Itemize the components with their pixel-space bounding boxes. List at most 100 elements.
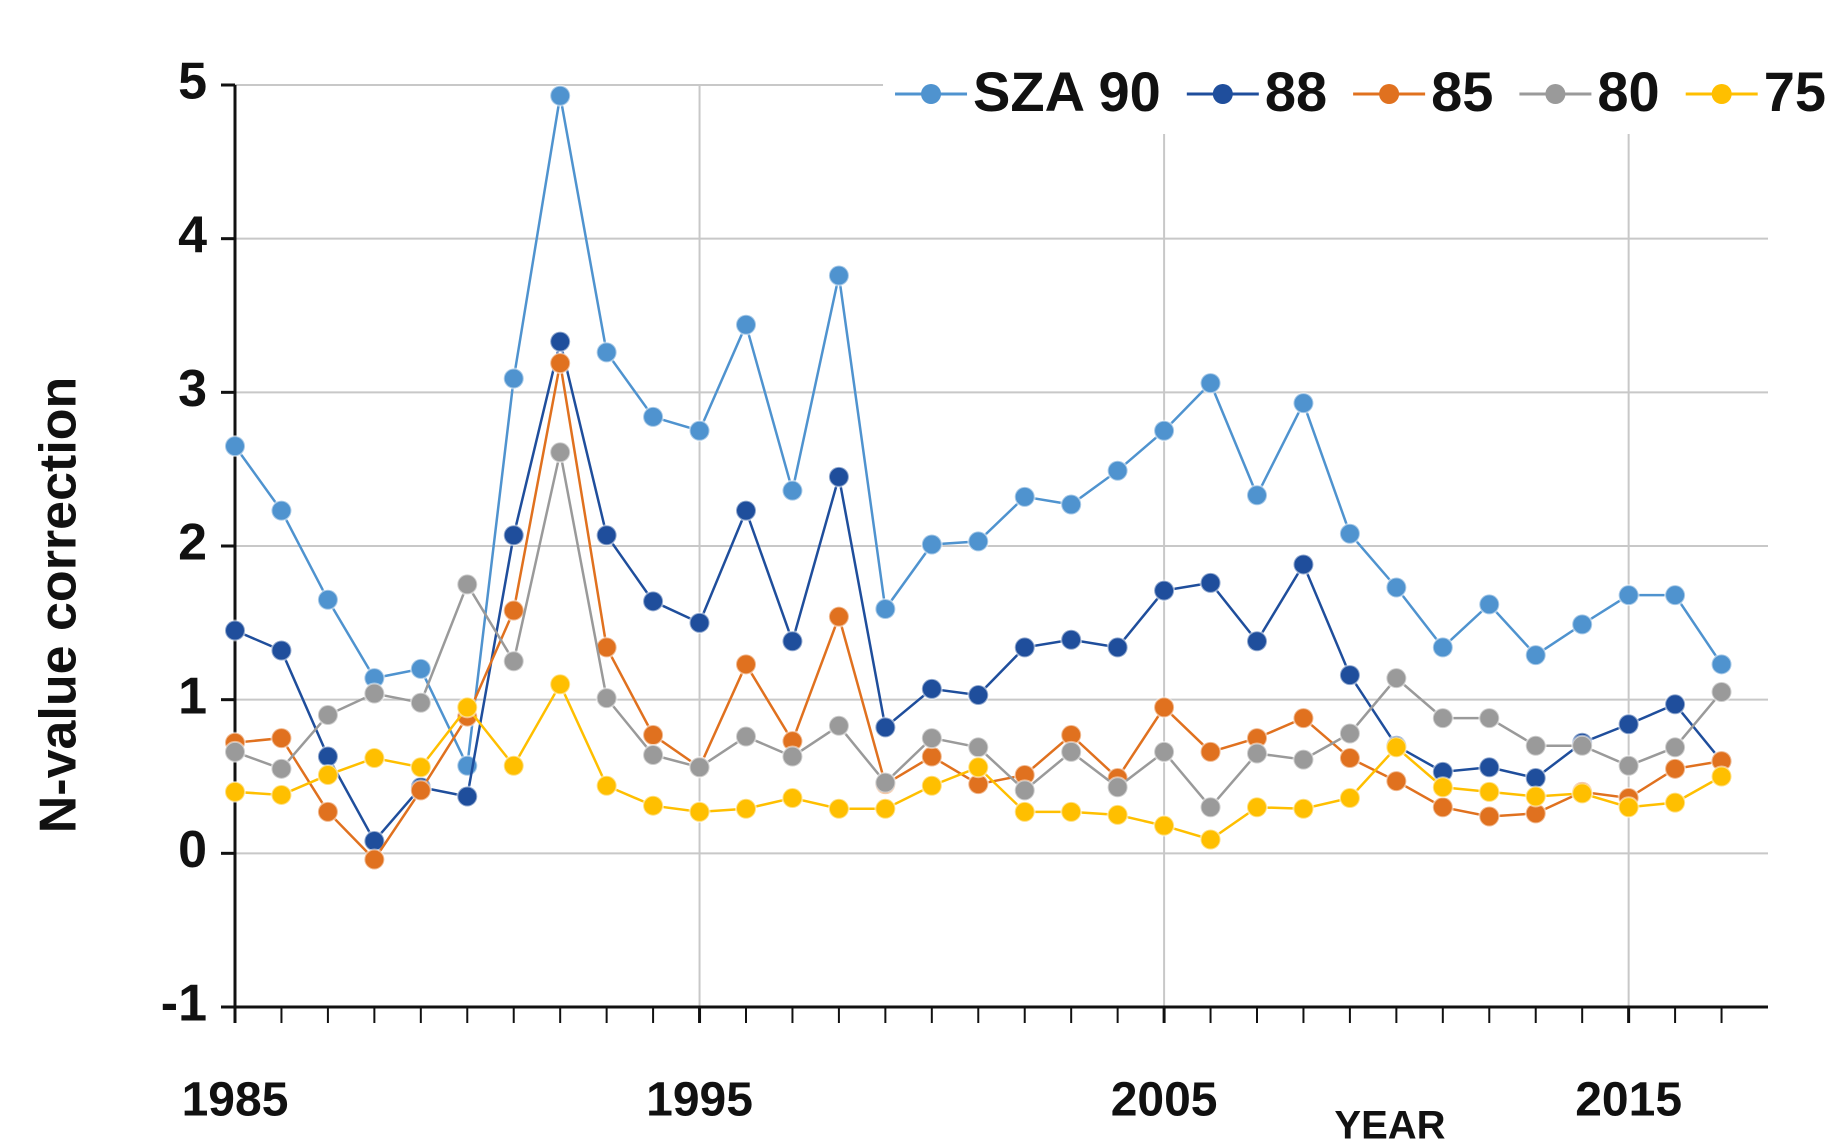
data-point: [688, 800, 711, 823]
data-point: [967, 530, 990, 553]
data-point: [1106, 636, 1129, 659]
data-point: [642, 590, 665, 613]
data-point: [1478, 707, 1501, 730]
data-point: [1524, 644, 1547, 667]
data-point: [1710, 680, 1733, 703]
data-point: [1106, 803, 1129, 826]
data-point: [549, 330, 572, 353]
data-point: [1385, 667, 1408, 690]
data-point: [642, 743, 665, 766]
data-point: [1246, 742, 1268, 765]
data-point: [1617, 754, 1640, 777]
data-point: [409, 657, 432, 680]
data-point: [1153, 419, 1176, 442]
data-point: [1664, 736, 1687, 759]
y-tick-label: -1: [161, 975, 207, 1033]
data-point: [1060, 628, 1083, 651]
legend-label: SZA 90: [973, 60, 1161, 123]
data-point: [316, 745, 339, 768]
data-point: [827, 264, 850, 287]
data-point: [920, 774, 943, 797]
data-point: [549, 673, 572, 696]
data-point: [1013, 800, 1036, 823]
data-point: [1431, 796, 1454, 819]
data-point: [1060, 800, 1083, 823]
data-point: [1617, 796, 1640, 819]
data-point: [1199, 571, 1222, 594]
data-point: [1199, 740, 1222, 763]
data-point: [363, 747, 386, 770]
data-point: [224, 740, 246, 763]
data-point: [456, 573, 479, 596]
data-point: [735, 313, 757, 336]
data-point: [595, 774, 618, 797]
data-point: [595, 687, 618, 710]
data-point: [874, 598, 897, 621]
y-tick-label: 5: [178, 53, 207, 111]
data-point: [735, 653, 757, 676]
data-point: [688, 756, 711, 779]
x-tick-label: 2005: [1111, 1074, 1218, 1127]
data-point: [316, 588, 339, 611]
data-point: [1478, 805, 1501, 828]
legend: SZA 90 88 85 80 75: [895, 60, 1826, 123]
data-point: [456, 785, 479, 808]
legend-marker: [921, 84, 942, 104]
data-point: [409, 691, 432, 714]
data-point: [1199, 372, 1222, 395]
data-point: [827, 797, 850, 820]
data-point: [1153, 696, 1176, 719]
data-point: [1571, 782, 1594, 805]
data-point: [1013, 779, 1036, 802]
data-point: [1246, 796, 1268, 819]
legend-label: 80: [1597, 60, 1659, 123]
data-point: [1246, 630, 1268, 653]
data-point: [642, 405, 665, 428]
series-line: [233, 95, 1723, 771]
data-point: [1431, 636, 1454, 659]
data-point: [316, 800, 339, 823]
data-point: [1060, 493, 1083, 516]
data-point: [688, 611, 711, 634]
data-point: [1710, 765, 1733, 788]
data-point: [1524, 734, 1547, 757]
data-point: [735, 797, 757, 820]
data-point: [1292, 797, 1315, 820]
data-point: [1478, 756, 1501, 779]
data-point: [270, 757, 293, 780]
data-point: [1664, 791, 1687, 814]
data-point: [224, 780, 246, 803]
data-point: [920, 533, 943, 556]
data-point: [270, 639, 293, 662]
data-point: [827, 465, 850, 488]
data-point: [1153, 740, 1176, 763]
data-point: [270, 499, 293, 522]
data-point: [1153, 814, 1176, 837]
data-point: [1664, 584, 1687, 607]
data-point: [874, 771, 897, 794]
data-point: [316, 763, 339, 786]
data-point: [1338, 787, 1361, 810]
y-tick-label: 4: [178, 206, 207, 264]
data-point: [1385, 576, 1408, 599]
legend-marker: [1212, 84, 1233, 104]
data-point: [502, 754, 525, 777]
data-point: [967, 684, 990, 707]
data-point: [1199, 828, 1222, 851]
y-tick-label: 1: [178, 667, 207, 725]
data-point: [1478, 593, 1501, 616]
data-point: [1292, 707, 1315, 730]
data-point: [1153, 579, 1176, 602]
data-point: [270, 727, 293, 750]
y-tick-label: 2: [178, 514, 207, 572]
y-tick-label: 3: [178, 360, 207, 418]
data-point: [595, 341, 618, 364]
data-point: [1338, 522, 1361, 545]
x-tick-label: 1985: [182, 1074, 289, 1127]
data-point: [1106, 459, 1129, 482]
data-point: [1571, 613, 1594, 636]
data-point: [1385, 736, 1408, 759]
data-point: [1478, 780, 1501, 803]
data-point: [1664, 757, 1687, 780]
data-point: [781, 745, 804, 768]
